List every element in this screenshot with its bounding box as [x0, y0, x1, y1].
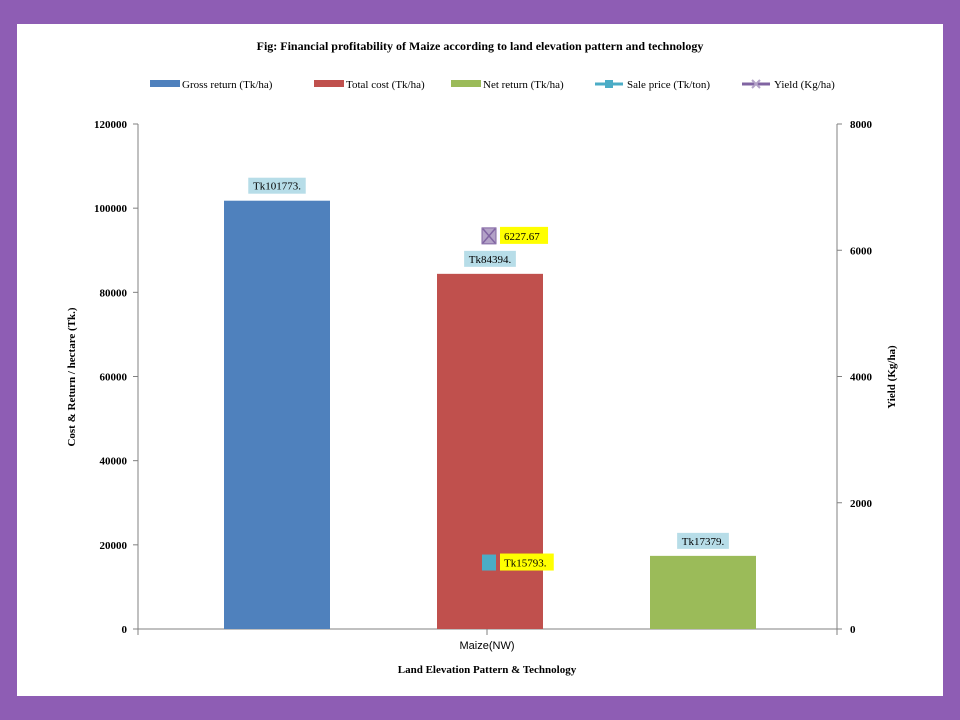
data-label-bg [464, 250, 516, 267]
legend-label: Yield (Kg/ha) [774, 79, 835, 91]
plot-area: Tk101773. Tk84394. Tk17379. Tk15793. 6227.67 [224, 177, 756, 629]
category-label: Maize(NW) [460, 640, 515, 652]
y-tick-label: 80000 [100, 287, 128, 299]
bar-net-return [650, 555, 756, 629]
y-tick-label: 120000 [94, 119, 128, 131]
legend-label: Net return (Tk/ha) [483, 79, 564, 91]
marker-sale-price [482, 554, 496, 571]
data-label-bg [500, 226, 549, 244]
y2-tick-label: 2000 [850, 498, 873, 510]
chart-svg: Fig: Financial profitability of Maize ac… [66, 39, 898, 676]
legend-swatch [451, 80, 481, 87]
y2-tick-label: 6000 [850, 245, 873, 257]
marker-yield-cross [482, 228, 496, 244]
y2-tick-label: 8000 [850, 119, 873, 131]
chart-panel: Fig: Financial profitability of Maize ac… [17, 24, 943, 696]
legend: Gross return (Tk/ha) Total cost (Tk/ha) Ne… [150, 79, 835, 91]
y-tick-label: 100000 [94, 203, 128, 215]
y-tick-label: 60000 [100, 372, 128, 384]
y-ticks-right: 0 2000 4000 6000 8000 [837, 119, 873, 636]
y-tick-label: 40000 [100, 456, 128, 468]
data-label-bg [677, 532, 729, 549]
legend-swatch [314, 80, 344, 87]
y-axis-title: Cost & Return / hectare (Tk.) [66, 307, 78, 446]
y2-tick-label: 0 [850, 624, 856, 636]
bar-gross-return [224, 200, 330, 629]
legend-label: Gross return (Tk/ha) [182, 79, 273, 91]
y2-axis-title: Yield (Kg/ha) [886, 345, 898, 409]
data-label-bg [248, 177, 306, 194]
bar-total-cost [437, 273, 543, 629]
legend-label: Sale price (Tk/ton) [627, 79, 710, 91]
y-ticks-left: 0 20000 40000 60000 80000 100000 120000 [94, 119, 838, 636]
legend-marker [751, 79, 761, 89]
y-tick-label: 20000 [100, 540, 128, 552]
data-label: Tk101773. [253, 181, 301, 193]
data-label-bg [500, 553, 554, 571]
legend-swatch [150, 80, 180, 87]
y2-tick-label: 4000 [850, 372, 873, 384]
x-axis-title: Land Elevation Pattern & Technology [398, 664, 577, 676]
data-label: Tk15793. [504, 558, 547, 570]
chart-title: Fig: Financial profitability of Maize ac… [257, 39, 704, 53]
data-label: Tk84394. [469, 254, 512, 266]
y-tick-label: 0 [122, 624, 128, 636]
legend-label: Total cost (Tk/ha) [346, 79, 425, 91]
legend-marker [605, 80, 613, 88]
data-label: Tk17379. [682, 536, 725, 548]
data-label: 6227.67 [504, 231, 540, 243]
